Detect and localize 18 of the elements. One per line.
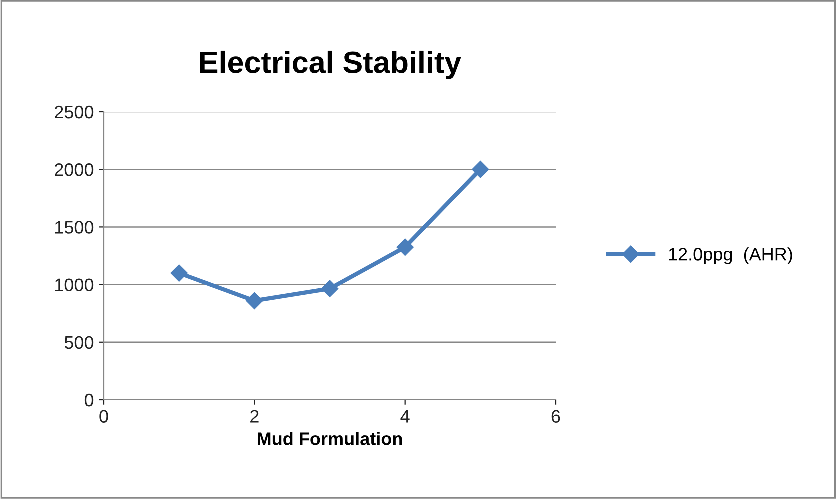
y-tick-label: 1500 [55, 221, 94, 234]
point [472, 161, 490, 178]
x-tick-label: 6 [552, 410, 560, 423]
point [321, 280, 339, 298]
x-tick-label: 0 [100, 410, 108, 423]
x-axis-title: Mud Formulation [258, 432, 402, 446]
chart-title: Electrical Stability [200, 50, 462, 80]
y-tick-label: 2000 [55, 164, 94, 176]
y-tick-label: 2500 [55, 106, 94, 119]
point [396, 238, 414, 256]
y-tick-label: 0 [84, 394, 94, 407]
point [170, 264, 188, 282]
point [246, 292, 264, 310]
x-tick-label: 4 [400, 410, 410, 423]
y-tick-label: 500 [64, 336, 94, 350]
legend-label: 12.0ppg (AHR) [669, 248, 792, 264]
x-tick-label: 2 [250, 410, 259, 423]
y-tick-label: 1000 [55, 278, 94, 292]
